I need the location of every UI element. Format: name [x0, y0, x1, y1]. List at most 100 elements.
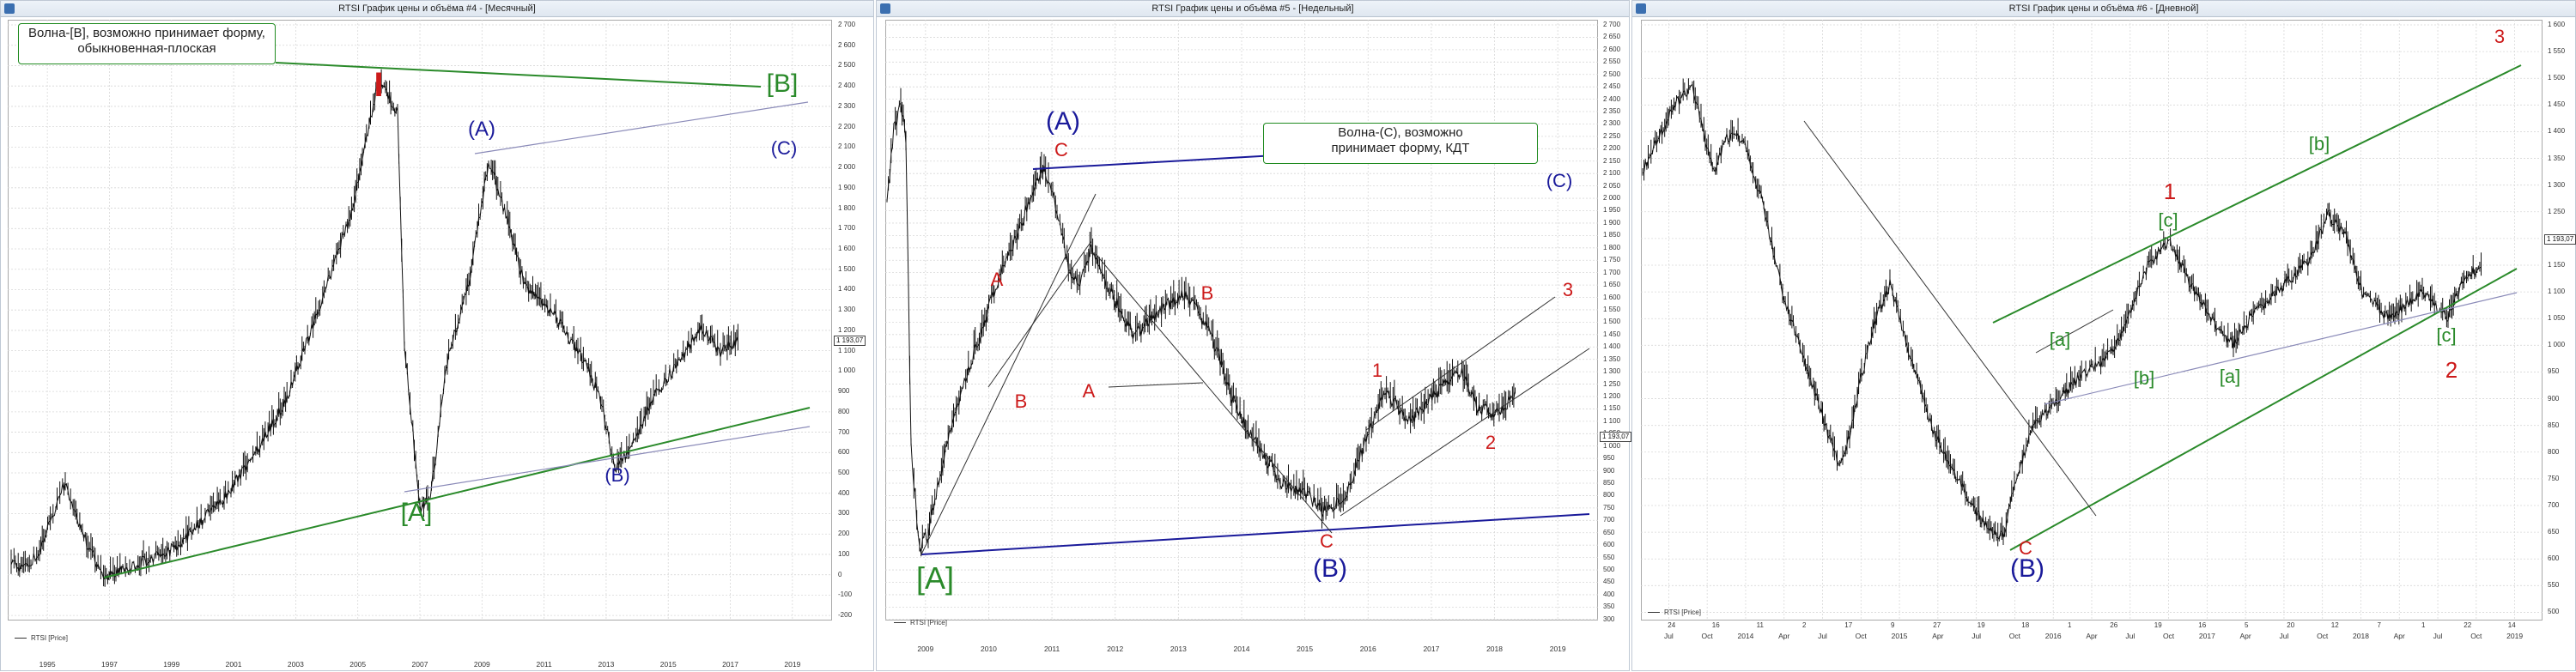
y-tick-label: 1 200	[838, 325, 856, 334]
last-price-tag: 1 193,07	[834, 336, 866, 346]
chart-legend: RTSI [Price]	[15, 634, 68, 642]
x-tick-day-label: 16	[2198, 621, 2207, 629]
y-tick-label: 950	[1603, 454, 1615, 463]
x-tick-label: 2015	[1891, 632, 1908, 640]
y-tick-label: -200	[838, 611, 853, 620]
wave-label-C-paren: (C)	[770, 137, 798, 159]
y-tick-label: 500	[838, 469, 850, 477]
x-tick-label: 2017	[1423, 645, 1440, 653]
y-tick-label: 700	[838, 427, 850, 436]
y-tick-label: 1 000	[1603, 441, 1621, 450]
y-tick-label: 850	[2548, 421, 2560, 429]
x-tick-label: 2011	[536, 660, 552, 669]
x-tick-label: 2010	[980, 645, 997, 653]
y-tick-label: 100	[838, 549, 850, 558]
window-title-monthly[interactable]: RTSI График цены и объёма #4 - [Месячный…	[1, 1, 873, 17]
y-tick-label: 1 200	[1603, 391, 1621, 400]
window-title-text: RTSI График цены и объёма #6 - [Дневной]	[2008, 3, 2199, 14]
x-tick-label: 2014	[1233, 645, 1250, 653]
y-tick-label: 850	[1603, 479, 1615, 487]
chart-window-daily[interactable]: RTSI График цены и объёма #6 - [Дневной]…	[1631, 0, 2576, 671]
window-title-text: RTSI График цены и объёма #5 - [Недельны…	[1151, 3, 1354, 14]
x-tick-label: Oct	[1855, 632, 1867, 640]
wave-label-B-paren: (B)	[2010, 554, 2044, 583]
wave-label-A-left: A	[990, 269, 1004, 290]
y-tick-label: 1 600	[838, 245, 856, 253]
y-tick-label: 1 950	[1603, 206, 1621, 215]
chart-legend: RTSI [Price]	[894, 619, 947, 627]
y-tick-label: 1 000	[838, 366, 856, 375]
x-tick-label: 2007	[411, 660, 428, 669]
x-tick-label: 2019	[2506, 632, 2524, 640]
y-tick-label: 2 400	[1603, 94, 1621, 103]
price-chart-svg	[1641, 20, 2543, 621]
x-tick-day-label: 7	[2377, 621, 2381, 629]
y-tick-label: 1 800	[1603, 243, 1621, 251]
y-tick-label: 2 500	[838, 61, 856, 70]
chart-window-monthly[interactable]: RTSI График цены и объёма #4 - [Месячный…	[0, 0, 874, 671]
window-title-daily[interactable]: RTSI График цены и объёма #6 - [Дневной]	[1632, 1, 2575, 17]
wave-label-c-top: [c]	[2158, 209, 2178, 231]
y-tick-label: 1 300	[2548, 180, 2566, 189]
x-tick-label: 1999	[163, 660, 180, 669]
price-chart-svg	[885, 20, 1598, 621]
wave-comment-line-2: принимает форму, КДТ	[1331, 141, 1470, 155]
x-tick-day-label: 26	[2110, 621, 2118, 629]
y-tick-label: 200	[838, 530, 850, 538]
x-tick-label: 2003	[287, 660, 304, 669]
wave-label-c-right: [c]	[2436, 324, 2457, 346]
trend-line-thin	[1108, 382, 1204, 388]
y-tick-label: 2 100	[838, 142, 856, 151]
y-tick-label: 550	[2548, 581, 2560, 590]
x-tick-label: 2016	[1359, 645, 1376, 653]
legend-line-swatch	[894, 622, 906, 624]
y-tick-label: 1 700	[838, 224, 856, 233]
window-title-weekly[interactable]: RTSI График цены и объёма #5 - [Недельны…	[877, 1, 1629, 17]
x-tick-day-label: 19	[1977, 621, 1985, 629]
legend-line-swatch	[1648, 612, 1660, 614]
y-tick-label: 2 500	[1603, 70, 1621, 78]
x-tick-label: Jul	[2125, 632, 2136, 640]
y-tick-label: 2 450	[1603, 82, 1621, 91]
wave-label-B-mid: B	[1200, 282, 1214, 304]
wave-label-B-bracket: [B]	[766, 70, 799, 98]
y-tick-label: 2 250	[1603, 131, 1621, 140]
y-tick-label: 900	[838, 387, 850, 396]
wave-label-C-paren: (C)	[1546, 170, 1573, 191]
wave-label-A-paren: (A)	[1046, 107, 1080, 136]
wave-label-a-mid: [a]	[2219, 366, 2241, 387]
x-tick-label: 1997	[100, 660, 118, 669]
price-chart-svg	[8, 20, 832, 621]
x-tick-label: Apr	[1932, 632, 1944, 640]
wave-label-C: C	[2019, 537, 2032, 559]
wave-comment-line-1: Волна-[B], возможно принимает форму,	[28, 26, 265, 40]
y-tick-label: 1 500	[1603, 318, 1621, 326]
y-tick-label: 1 150	[1603, 404, 1621, 413]
trend-line-thin	[987, 240, 1092, 388]
y-tick-label: 1 550	[2548, 47, 2566, 56]
wave-label-B-paren: (B)	[605, 464, 630, 486]
trend-line-grey-upper	[474, 101, 809, 154]
y-tick-label: 1 100	[838, 346, 856, 354]
y-tick-label: 2 300	[1603, 119, 1621, 128]
x-tick-label: Jul	[2279, 632, 2289, 640]
x-tick-day-label: 17	[1844, 621, 1853, 629]
wave-label-C-top: C	[1054, 139, 1068, 160]
y-tick-label: 2 400	[838, 82, 856, 90]
y-tick-label: 900	[1603, 466, 1615, 475]
last-price-tag: 1 193,07	[1600, 432, 1632, 442]
wave-label-I: I	[374, 66, 384, 104]
x-tick-label: 2009	[917, 645, 934, 653]
chart-window-weekly[interactable]: RTSI График цены и объёма #5 - [Недельны…	[876, 0, 1632, 671]
wave-label-1: 1	[1371, 360, 1383, 381]
y-tick-label: 1 300	[1603, 367, 1621, 376]
y-tick-label: 2 700	[1603, 21, 1621, 28]
x-tick-label: Apr	[1778, 632, 1790, 640]
wave-label-1: 1	[2163, 179, 2177, 204]
trend-line-thin	[920, 193, 1097, 555]
trend-line-thin	[1803, 120, 2097, 517]
x-tick-label: 2015	[1297, 645, 1314, 653]
y-tick-label: 1 650	[1603, 281, 1621, 289]
wave-label-2: 2	[1485, 432, 1497, 453]
wave-label-3: 3	[1562, 279, 1574, 300]
